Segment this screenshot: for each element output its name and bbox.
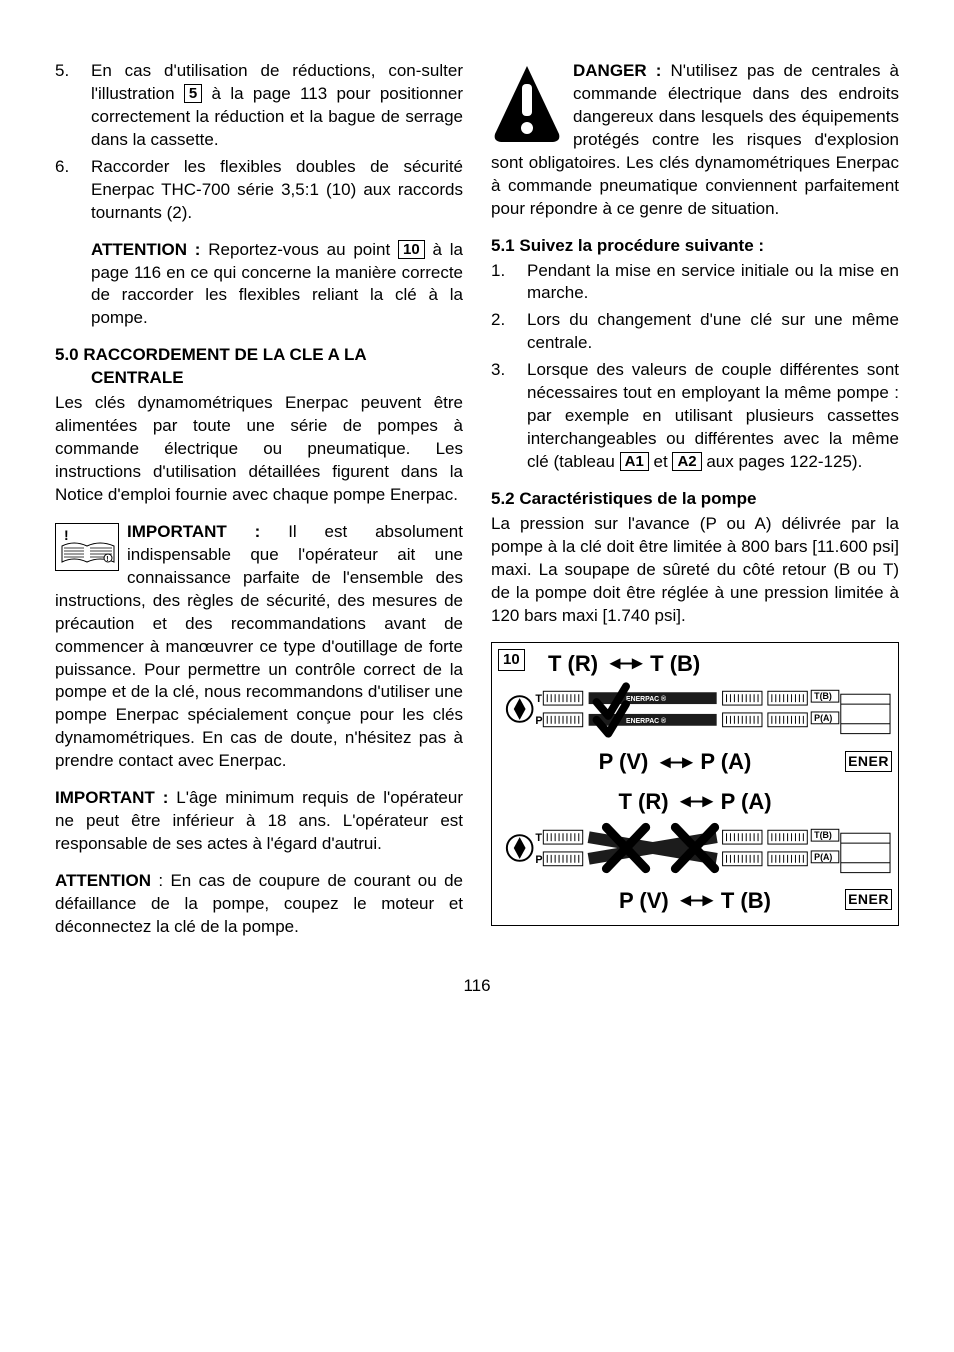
attention-block: ATTENTION : En cas de coupure de courant… xyxy=(55,870,463,939)
list-number: 2. xyxy=(491,309,527,355)
svg-text:T: T xyxy=(535,832,542,844)
two-column-layout: 5. En cas d'utilisation de réductions, c… xyxy=(55,60,899,939)
important-lead: IMPORTANT : xyxy=(127,522,288,541)
list-item: 1. Pendant la mise en service initiale o… xyxy=(491,260,899,306)
list-number: 3. xyxy=(491,359,527,474)
warning-triangle-icon xyxy=(491,62,563,146)
table-ref-box: A1 xyxy=(620,452,649,471)
danger-lead: DANGER : xyxy=(573,61,670,80)
port-label: T (R) xyxy=(548,649,598,679)
heading-line: 5.0 RACCORDEMENT DE LA CLE A LA xyxy=(55,345,367,364)
list-text: Lors du changement d'une clé sur une mêm… xyxy=(527,309,899,355)
double-arrow-icon: ◂—▸ xyxy=(681,788,709,815)
heading-line: CENTRALE xyxy=(55,367,463,390)
figure-row-wrong-top: T (R) ◂—▸ P (A) xyxy=(498,787,892,817)
port-label: P (A) xyxy=(700,747,751,777)
double-arrow-icon: ◂—▸ xyxy=(610,650,638,677)
svg-text:T(B): T(B) xyxy=(814,691,832,701)
svg-text:T(B): T(B) xyxy=(814,830,832,840)
port-label: P (A) xyxy=(721,787,772,817)
hose-diagram-correct: T P ENERPAC ® ENERPAC ® xyxy=(498,680,892,738)
svg-text:P: P xyxy=(535,715,542,727)
figure-row-correct-top: T (R) ◂—▸ T (B) xyxy=(548,649,892,679)
list-number: 1. xyxy=(491,260,527,306)
section-heading: 5.0 RACCORDEMENT DE LA CLE A LA CENTRALE xyxy=(55,344,463,390)
double-arrow-icon: ◂—▸ xyxy=(660,749,688,776)
attention-lead: ATTENTION : xyxy=(91,240,208,259)
attention-block: ATTENTION : Reportez-vous au point 10 à … xyxy=(55,239,463,331)
port-label: P (V) xyxy=(599,747,649,777)
text-fragment: aux pages 122-125). xyxy=(702,452,863,471)
left-column: 5. En cas d'utilisation de réductions, c… xyxy=(55,60,463,939)
figure-10: 10 T (R) ◂—▸ T (B) T P ENERPAC ® xyxy=(491,642,899,927)
important-block: ! IMPORTANT : Il est absolument indispen… xyxy=(55,521,463,773)
right-column: DANGER : N'utilisez pas de centrales à c… xyxy=(491,60,899,939)
text-fragment: Reportez-vous au point xyxy=(208,240,398,259)
section-heading: 5.2 Caractéristiques de la pompe xyxy=(491,488,899,511)
figure-ref-box: 5 xyxy=(184,84,202,103)
section-heading: 5.1 Suivez la procédure suivante : xyxy=(491,235,899,258)
page-number: 116 xyxy=(55,975,899,998)
svg-text:!: ! xyxy=(106,556,108,563)
list-item: 3. Lorsque des valeurs de couple différe… xyxy=(491,359,899,474)
figure-ref-box: 10 xyxy=(398,240,425,259)
list-item: 5. En cas d'utilisation de réductions, c… xyxy=(55,60,463,152)
svg-text:T: T xyxy=(535,693,542,705)
figure-number-box: 10 xyxy=(498,649,525,671)
double-arrow-icon: ◂—▸ xyxy=(681,887,709,914)
danger-block: DANGER : N'utilisez pas de centrales à c… xyxy=(491,60,899,221)
figure-row-wrong-bottom: P (V) ◂—▸ T (B) ENER xyxy=(498,886,892,916)
paragraph: La pression sur l'avance (P ou A) délivr… xyxy=(491,513,899,628)
important-lead: IMPORTANT : xyxy=(55,788,176,807)
brand-label: ENER xyxy=(845,889,892,910)
svg-text:P(A): P(A) xyxy=(814,713,832,723)
list-number: 5. xyxy=(55,60,91,152)
port-label: T (B) xyxy=(650,649,700,679)
svg-text:P(A): P(A) xyxy=(814,851,832,861)
text-fragment: et xyxy=(649,452,673,471)
port-label: T (R) xyxy=(618,787,668,817)
port-label: T (B) xyxy=(721,886,771,916)
brand-label: ENER xyxy=(845,751,892,772)
list-item: 2. Lors du changement d'une clé sur une … xyxy=(491,309,899,355)
list-text: Pendant la mise en service initiale ou l… xyxy=(527,260,899,306)
list-text: En cas d'utilisation de réductions, con-… xyxy=(91,60,463,152)
important-block: IMPORTANT : L'âge minimum requis de l'op… xyxy=(55,787,463,856)
attention-lead: ATTENTION xyxy=(55,871,151,890)
svg-text:P: P xyxy=(535,853,542,865)
svg-text:ENERPAC ®: ENERPAC ® xyxy=(626,717,666,725)
figure-row-correct-bottom: P (V) ◂—▸ P (A) ENER xyxy=(498,747,892,777)
spacer xyxy=(55,239,91,331)
port-label: P (V) xyxy=(619,886,669,916)
svg-text:ENERPAC ®: ENERPAC ® xyxy=(626,695,666,703)
manual-icon: ! xyxy=(55,523,119,571)
hose-diagram-wrong: T P xyxy=(498,819,892,877)
list-text: Raccorder les flexibles doubles de sécur… xyxy=(91,156,463,225)
list-number: 6. xyxy=(55,156,91,225)
table-ref-box: A2 xyxy=(672,452,701,471)
paragraph: Les clés dynamométriques Enerpac peuvent… xyxy=(55,392,463,507)
list-item: 6. Raccorder les flexibles doubles de sé… xyxy=(55,156,463,225)
attention-text: ATTENTION : Reportez-vous au point 10 à … xyxy=(91,239,463,331)
list-text: Lorsque des valeurs de couple différente… xyxy=(527,359,899,474)
